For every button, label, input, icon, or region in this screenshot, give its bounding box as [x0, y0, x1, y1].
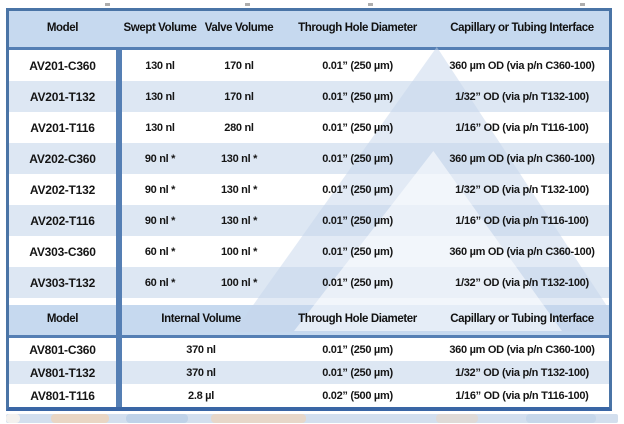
table-row: AV201-C360 130 nl 170 nl 0.01” (250 µm) 360 … — [9, 50, 609, 81]
hole-cell: 0.01” (250 µm) — [322, 343, 393, 356]
hole-cell: 0.01” (250 µm) — [322, 59, 393, 72]
valve-cell: 280 nl — [224, 121, 254, 134]
hole-cell: 0.01” (250 µm) — [322, 152, 393, 165]
valve-cell: 100 nl * — [220, 276, 258, 289]
table2-body: AV801-C360 370 nl 0.01” (250 µm) 360 µm OD … — [9, 338, 609, 407]
valve-cell: 130 nl * — [220, 183, 258, 196]
swept-cell: 90 nl * — [144, 214, 176, 227]
internal-cell: 370 nl — [186, 366, 216, 379]
table-row: AV202-T116 90 nl * 130 nl * 0.01” (250 µm) 1… — [9, 205, 609, 236]
valve-cell: 170 nl — [224, 59, 254, 72]
swept-cell: 90 nl * — [144, 152, 176, 165]
hole-cell: 0.01” (250 µm) — [322, 214, 393, 227]
hole-cell: 0.01” (250 µm) — [322, 276, 393, 289]
table2-header-row: Model Internal Volume Through Hole Diame… — [9, 305, 609, 338]
valve-cell: 130 nl * — [220, 152, 258, 165]
header-model: Model — [46, 22, 79, 35]
interface-cell: 360 µm OD (via p/n C360-100) — [449, 245, 595, 258]
hole-cell: 0.01” (250 µm) — [322, 183, 393, 196]
swept-cell: 90 nl * — [144, 183, 176, 196]
interface-cell: 1/32” OD (via p/n T132-100) — [455, 276, 589, 289]
table-row: AV201-T116 130 nl 280 nl 0.01” (250 µm) 1/16… — [9, 112, 609, 143]
hole-cell: 0.01” (250 µm) — [322, 121, 393, 134]
model-cell: AV801-T132 — [29, 365, 96, 380]
table1-header-row: Model Swept Volume Valve Volume Through … — [9, 11, 609, 50]
table-row: AV801-T116 2.8 µl 0.02” (500 µm) 1/16” OD (… — [9, 384, 609, 407]
header-valve-volume: Valve Volume — [204, 22, 274, 35]
table-row: AV801-C360 370 nl 0.01” (250 µm) 360 µm OD … — [9, 338, 609, 361]
internal-cell: 370 nl — [186, 343, 216, 356]
internal-cell: 2.8 µl — [188, 389, 214, 402]
background-photo-strip — [6, 414, 618, 423]
table-row: AV801-T132 370 nl 0.01” (250 µm) 1/32” OD (… — [9, 361, 609, 384]
table-row: AV202-T132 90 nl * 130 nl * 0.01” (250 µm) 1… — [9, 174, 609, 205]
hole-cell: 0.01” (250 µm) — [322, 90, 393, 103]
header-swept-volume: Swept Volume — [123, 22, 197, 35]
swept-cell: 130 nl — [145, 121, 175, 134]
interface-cell: 1/16” OD (via p/n T116-100) — [455, 121, 589, 134]
header-capillary-interface: Capillary or Tubing Interface — [450, 22, 594, 35]
interface-cell: 1/16” OD (via p/n T116-100) — [455, 389, 589, 402]
header-through-hole-diameter-2: Through Hole Diameter — [298, 313, 417, 326]
model-cell: AV202-T116 — [30, 213, 95, 228]
interface-cell: 360 µm OD (via p/n C360-100) — [449, 152, 595, 165]
model-cell: AV801-C360 — [29, 342, 96, 357]
crop-tick-mark — [580, 3, 585, 6]
table-row: AV201-T132 130 nl 170 nl 0.01” (250 µm) 1/32… — [9, 81, 609, 112]
swept-cell: 60 nl * — [144, 276, 176, 289]
model-cell: AV202-C360 — [29, 151, 96, 166]
table-row: AV202-C360 90 nl * 130 nl * 0.01” (250 µm) 3… — [9, 143, 609, 174]
model-cell: AV201-C360 — [29, 58, 96, 73]
table1-body: AV201-C360 130 nl 170 nl 0.01” (250 µm) 360 … — [9, 50, 609, 298]
header-capillary-interface-2: Capillary or Tubing Interface — [450, 313, 594, 326]
section-separator — [9, 298, 609, 305]
model-cell: AV201-T132 — [29, 89, 96, 104]
interface-cell: 1/32” OD (via p/n T132-100) — [455, 183, 589, 196]
model-cell: AV201-T116 — [30, 120, 95, 135]
model-cell: AV202-T132 — [29, 182, 96, 197]
photo-blob — [211, 414, 306, 423]
model-column-divider — [116, 50, 122, 407]
photo-blob — [126, 414, 188, 423]
hole-cell: 0.01” (250 µm) — [322, 245, 393, 258]
interface-cell: 1/32” OD (via p/n T132-100) — [455, 90, 589, 103]
crop-tick-mark — [245, 3, 250, 6]
swept-cell: 130 nl — [145, 90, 175, 103]
model-cell: AV801-T116 — [30, 388, 95, 403]
model-cell: AV303-C360 — [29, 244, 96, 259]
interface-cell: 360 µm OD (via p/n C360-100) — [449, 59, 595, 72]
table-row: AV303-T132 60 nl * 100 nl * 0.01” (250 µm) 1… — [9, 267, 609, 298]
photo-blob — [436, 414, 478, 423]
crop-tick-mark — [368, 3, 373, 6]
swept-cell: 60 nl * — [144, 245, 176, 258]
interface-cell: 360 µm OD (via p/n C360-100) — [449, 343, 595, 356]
valve-cell: 130 nl * — [220, 214, 258, 227]
interface-cell: 1/16” OD (via p/n T116-100) — [455, 214, 589, 227]
valve-cell: 100 nl * — [220, 245, 258, 258]
crop-tick-mark — [105, 3, 110, 6]
model-cell: AV303-T132 — [29, 275, 96, 290]
header-model-2: Model — [46, 313, 79, 326]
interface-cell: 1/32” OD (via p/n T132-100) — [455, 366, 589, 379]
table-row: AV303-C360 60 nl * 100 nl * 0.01” (250 µm) 3… — [9, 236, 609, 267]
hole-cell: 0.02” (500 µm) — [322, 389, 393, 402]
swept-cell: 130 nl — [145, 59, 175, 72]
photo-blob — [6, 414, 20, 423]
photo-blob — [526, 414, 596, 423]
photo-blob — [51, 414, 109, 423]
valve-cell: 170 nl — [224, 90, 254, 103]
hole-cell: 0.01” (250 µm) — [322, 366, 393, 379]
header-through-hole-diameter: Through Hole Diameter — [298, 22, 417, 35]
valve-spec-table: Model Swept Volume Valve Volume Through … — [6, 8, 612, 411]
header-internal-volume: Internal Volume — [161, 313, 241, 326]
